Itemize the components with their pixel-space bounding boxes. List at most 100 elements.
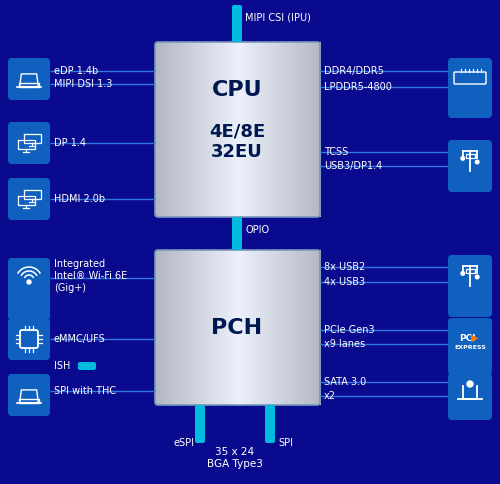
FancyBboxPatch shape (232, 217, 242, 250)
Text: SATA 3.0: SATA 3.0 (324, 377, 366, 387)
Bar (257, 250, 260, 405)
Bar (226, 250, 230, 405)
Text: LPDDR5-4800: LPDDR5-4800 (324, 82, 392, 92)
Bar (262, 250, 266, 405)
Bar (221, 250, 224, 405)
FancyBboxPatch shape (232, 5, 242, 42)
Bar (248, 42, 252, 217)
Text: (Gig+): (Gig+) (54, 283, 86, 293)
FancyBboxPatch shape (8, 318, 50, 360)
Bar (306, 42, 310, 217)
Bar (177, 250, 180, 405)
FancyBboxPatch shape (448, 318, 492, 375)
Bar (238, 250, 241, 405)
Bar (284, 42, 288, 217)
Bar (191, 42, 194, 217)
FancyBboxPatch shape (8, 58, 50, 100)
Text: x2: x2 (324, 391, 336, 401)
Bar (19, 83, 39, 87)
Bar (166, 250, 170, 405)
FancyBboxPatch shape (448, 255, 492, 317)
Text: eSPI: eSPI (173, 438, 194, 448)
FancyBboxPatch shape (8, 122, 50, 164)
Text: MIPI CSI (IPU): MIPI CSI (IPU) (245, 13, 311, 23)
Bar (213, 42, 216, 217)
Bar (216, 250, 219, 405)
Bar (218, 250, 222, 405)
Text: ▶: ▶ (471, 333, 479, 343)
Bar (304, 42, 307, 217)
Bar (306, 250, 310, 405)
Text: DDR4/DDR5: DDR4/DDR5 (324, 66, 384, 76)
Text: eMMC/UFS: eMMC/UFS (54, 334, 106, 344)
Text: OPIO: OPIO (245, 225, 269, 235)
Bar (188, 42, 192, 217)
Bar (268, 42, 272, 217)
Circle shape (461, 272, 464, 275)
Bar (248, 250, 252, 405)
Bar (235, 250, 238, 405)
Bar (265, 250, 268, 405)
Bar (160, 42, 164, 217)
Bar (199, 250, 202, 405)
Text: Integrated: Integrated (54, 259, 105, 269)
Text: 4x USB3: 4x USB3 (324, 277, 365, 287)
FancyBboxPatch shape (195, 405, 205, 443)
Bar (210, 42, 214, 217)
Bar (270, 250, 274, 405)
Text: CPU: CPU (212, 80, 262, 100)
Bar (204, 250, 208, 405)
Bar (163, 250, 167, 405)
Bar (318, 42, 321, 217)
Text: SPI with THC: SPI with THC (54, 386, 116, 396)
Bar (155, 42, 158, 217)
Bar (282, 250, 285, 405)
FancyBboxPatch shape (8, 374, 50, 416)
Bar (314, 250, 318, 405)
Bar (218, 42, 222, 217)
Bar (172, 250, 175, 405)
Bar (287, 250, 290, 405)
Bar (246, 250, 250, 405)
Bar (295, 250, 299, 405)
Text: 8x USB2: 8x USB2 (324, 262, 365, 272)
Text: x9 lanes: x9 lanes (324, 339, 365, 349)
Circle shape (27, 280, 31, 284)
Bar (224, 250, 228, 405)
Bar (279, 250, 282, 405)
Bar (318, 250, 321, 405)
Bar (270, 42, 274, 217)
Bar (240, 250, 244, 405)
Bar (260, 42, 263, 217)
Bar (246, 42, 250, 217)
Bar (292, 42, 296, 217)
Bar (163, 42, 167, 217)
Circle shape (476, 160, 479, 164)
Bar (188, 250, 192, 405)
Bar (232, 250, 235, 405)
Bar (290, 42, 294, 217)
Text: MIPI DSI 1.3: MIPI DSI 1.3 (54, 79, 112, 89)
Text: TCSS: TCSS (324, 147, 348, 157)
Bar (226, 42, 230, 217)
Bar (202, 250, 205, 405)
Bar (273, 250, 277, 405)
FancyBboxPatch shape (8, 258, 50, 320)
Bar (252, 42, 255, 217)
Bar (254, 250, 258, 405)
Bar (276, 250, 280, 405)
Bar (221, 42, 224, 217)
Bar (213, 250, 216, 405)
Bar (466, 154, 474, 158)
Bar (158, 250, 162, 405)
Bar (191, 250, 194, 405)
Text: ISH: ISH (54, 361, 70, 371)
Bar (229, 250, 233, 405)
Bar (196, 42, 200, 217)
Bar (298, 42, 302, 217)
Bar (180, 42, 184, 217)
Bar (309, 42, 312, 217)
Bar (185, 250, 189, 405)
Text: Intel® Wi-Fi 6E: Intel® Wi-Fi 6E (54, 271, 127, 281)
Bar (174, 42, 178, 217)
